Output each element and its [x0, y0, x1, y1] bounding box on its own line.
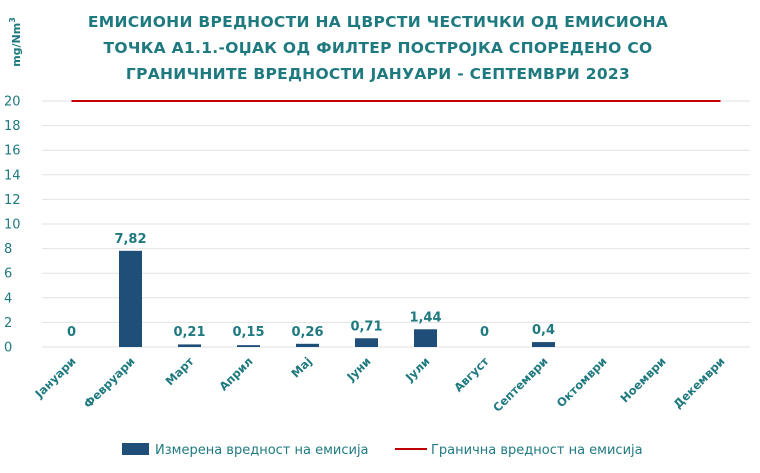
chart-title-line-3: ГРАНИЧНИТЕ ВРЕДНОСТИ ЈАНУАРИ - СЕПТЕМВРИ… [126, 65, 630, 83]
bar [414, 329, 437, 347]
data-label: 0 [480, 325, 489, 340]
legend-swatch-measured [122, 443, 149, 455]
data-labels: 0 7,82 0,21 0,15 0,26 0,71 1,44 0 0,4 [67, 232, 555, 340]
y-tick-label: 6 [4, 267, 12, 282]
data-label: 7,82 [114, 232, 146, 247]
y-tick-label: 12 [4, 193, 21, 208]
x-tick-label: Јануари [32, 354, 79, 401]
data-label: 0,71 [350, 319, 382, 334]
x-tick-label: Декември [671, 354, 728, 411]
legend: Измерена вредност на емисија Гранична вр… [122, 443, 643, 458]
y-tick-label: 14 [4, 168, 21, 183]
x-tick-label: Октомври [554, 354, 610, 410]
y-tick-label: 10 [4, 218, 21, 233]
x-tick-label: Март [163, 354, 197, 388]
legend-label-measured: Измерена вредност на емисија [155, 443, 369, 458]
data-label: 0,4 [532, 323, 555, 338]
y-tick-label: 2 [4, 316, 12, 331]
data-label: 0,26 [291, 325, 323, 340]
data-label: 0,15 [232, 325, 264, 340]
bar [532, 342, 555, 347]
x-tick-label: Април [216, 354, 255, 393]
x-tick-label: Ноември [617, 354, 668, 405]
bar [237, 345, 260, 347]
x-tick-label: Јуни [343, 354, 373, 384]
chart-title-line-1: ЕМИСИОНИ ВРЕДНОСТИ НА ЦВРСТИ ЧЕСТИЧКИ ОД… [88, 13, 668, 31]
y-tick-label: 4 [4, 291, 12, 306]
gridlines [42, 100, 750, 348]
y-tick-label: 0 [4, 341, 12, 356]
x-tick-label: Мај [288, 354, 314, 380]
y-axis-ticks: 0 2 4 6 8 10 12 14 16 18 20 [4, 95, 21, 356]
y-axis-unit-superscript: 3 [8, 17, 17, 23]
bars [119, 250, 555, 347]
chart-title: ЕМИСИОНИ ВРЕДНОСТИ НА ЦВРСТИ ЧЕСТИЧКИ ОД… [88, 13, 668, 83]
svg-text:mg/Nm3: mg/Nm3 [8, 17, 23, 67]
x-tick-label: Јули [402, 354, 433, 385]
bar [355, 338, 378, 347]
bar [178, 344, 201, 347]
y-tick-label: 18 [4, 119, 21, 134]
data-label: 0,21 [173, 325, 205, 340]
x-tick-label: Февруари [81, 354, 138, 411]
y-tick-label: 8 [4, 242, 12, 257]
x-axis-ticks: Јануари Февруари Март Април Мај Јуни Јули Авгус… [32, 354, 728, 415]
bar [296, 343, 319, 347]
x-tick-label: Август [451, 354, 492, 395]
data-label: 0 [67, 325, 76, 340]
bar [119, 250, 142, 347]
chart-title-line-2: ТОЧКА А1.1.-ОЏАК ОД ФИЛТЕР ПОСТРОЈКА СПО… [104, 39, 653, 57]
y-axis-unit: mg/Nm [10, 23, 23, 67]
y-axis-label: mg/Nm3 [8, 17, 23, 67]
legend-label-limit: Гранична вредност на емисија [431, 443, 643, 458]
y-tick-label: 20 [4, 95, 21, 110]
y-tick-label: 16 [4, 144, 21, 159]
data-label: 1,44 [409, 310, 441, 325]
x-tick-label: Септември [490, 354, 551, 415]
